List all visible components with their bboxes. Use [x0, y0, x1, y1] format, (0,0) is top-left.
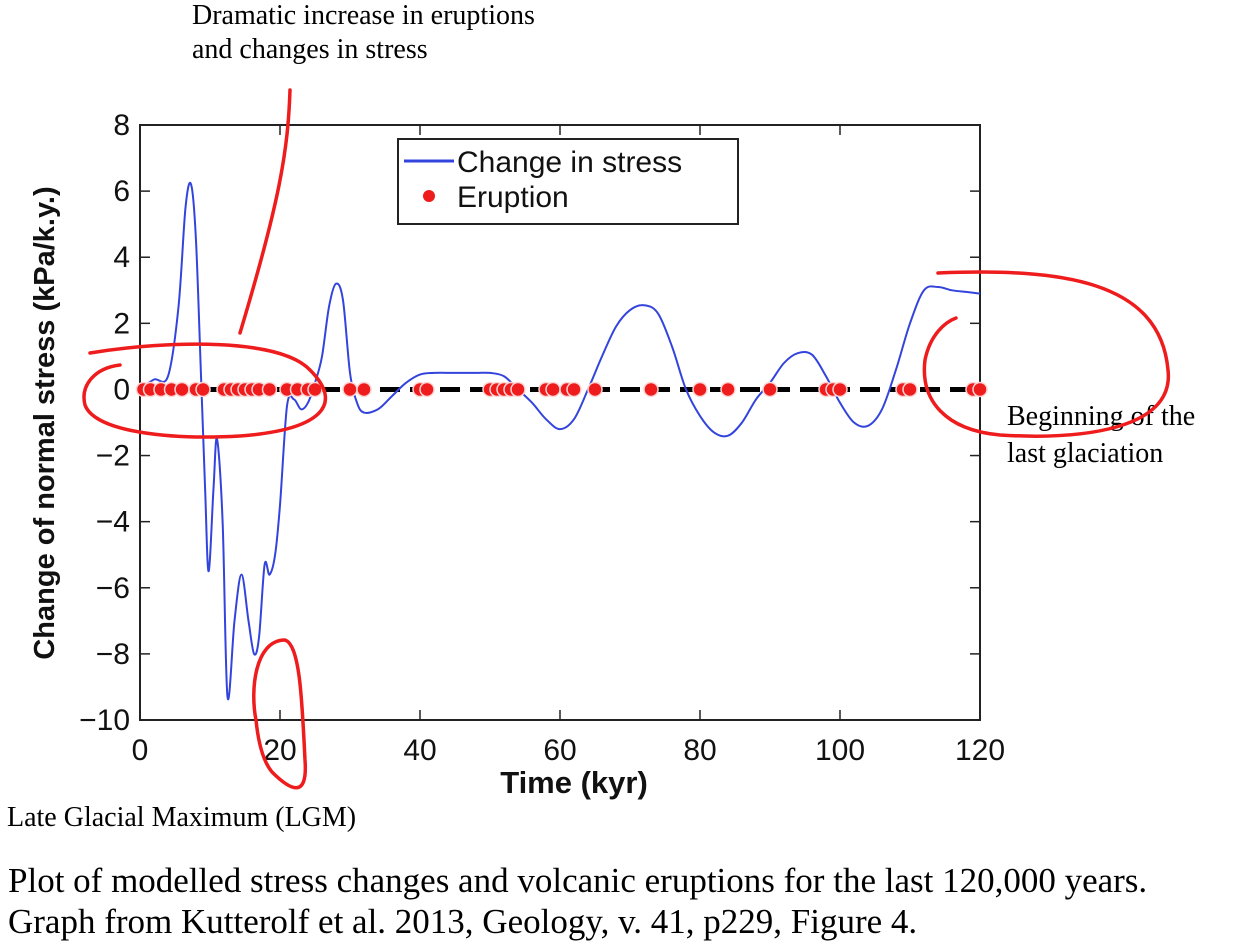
x-axis-label: Time (kyr)	[500, 765, 648, 800]
annotation-bottom-left: Late Glacial Maximum (LGM)	[7, 802, 356, 833]
eruption-marker	[762, 381, 778, 398]
x-tick-label: 80	[683, 734, 716, 767]
y-tick-label: −6	[96, 572, 130, 605]
x-tick-label: 60	[543, 734, 576, 767]
legend: Change in stress Eruption	[397, 138, 739, 225]
eruption-marker	[972, 381, 988, 398]
x-tick-label: 0	[132, 734, 149, 767]
eruption-marker	[643, 381, 659, 398]
pointer-stroke-top	[238, 88, 292, 335]
y-tick-label: −4	[96, 506, 130, 539]
legend-label-eruption: Eruption	[457, 181, 569, 214]
annotation-top-line1: Dramatic increase in eruptions	[192, 0, 535, 31]
y-tick-label: 0	[113, 373, 130, 406]
hand-drawn-annotations	[82, 88, 1170, 790]
series-change-in-stress-line	[139, 181, 981, 701]
eruption-marker	[356, 381, 372, 398]
eruption-marker	[419, 381, 435, 398]
eruption-marker	[566, 381, 582, 398]
eruption-marker	[342, 381, 358, 398]
y-tick-label: 6	[113, 175, 130, 208]
eruption-marker	[261, 381, 278, 398]
y-tick-label: 2	[113, 307, 130, 340]
y-tick-label: −8	[96, 638, 130, 671]
circle-early-eruptions	[82, 342, 328, 439]
caption-line2: Graph from Kutterolf et al. 2013, Geolog…	[8, 902, 917, 941]
annotation-right-line2: last glaciation	[1007, 438, 1163, 469]
eruption-marker	[510, 381, 526, 398]
x-tick-label: 120	[955, 734, 1005, 767]
eruption-marker	[545, 381, 561, 398]
y-tick-label: 4	[113, 241, 130, 274]
legend-box	[397, 138, 739, 225]
eruption-marker	[692, 381, 708, 398]
circle-lgm	[252, 638, 308, 790]
annotation-top-line2: and changes in stress	[192, 34, 428, 65]
eruption-marker	[902, 381, 918, 398]
series-eruption-markers	[135, 381, 988, 398]
y-tick-label: −2	[96, 440, 130, 473]
x-tick-label: 40	[403, 734, 436, 767]
y-axis-label: Change of normal stress (kPa/k.y.)	[29, 186, 61, 659]
x-tick-labels: 0 20 40 60 80 100 120	[132, 734, 1005, 767]
legend-label-stress: Change in stress	[457, 146, 682, 179]
annotation-right-line1: Beginning of the	[1007, 401, 1195, 432]
eruption-marker	[587, 381, 603, 398]
circle-last-glaciation	[922, 270, 1170, 438]
eruption-marker	[174, 381, 190, 398]
eruption-marker	[720, 381, 736, 398]
y-tick-label: −10	[79, 704, 130, 737]
y-tick-label: 8	[113, 109, 130, 142]
eruption-marker	[195, 381, 211, 398]
caption-line1: Plot of modelled stress changes and volc…	[8, 861, 1147, 900]
x-tick-label: 100	[815, 734, 865, 767]
legend-dot-swatch	[423, 190, 435, 202]
eruption-marker	[832, 381, 848, 398]
y-tick-labels: 8 6 4 2 0 −2 −4 −6 −8 −10	[79, 109, 130, 737]
x-tick-label: 20	[263, 734, 296, 767]
